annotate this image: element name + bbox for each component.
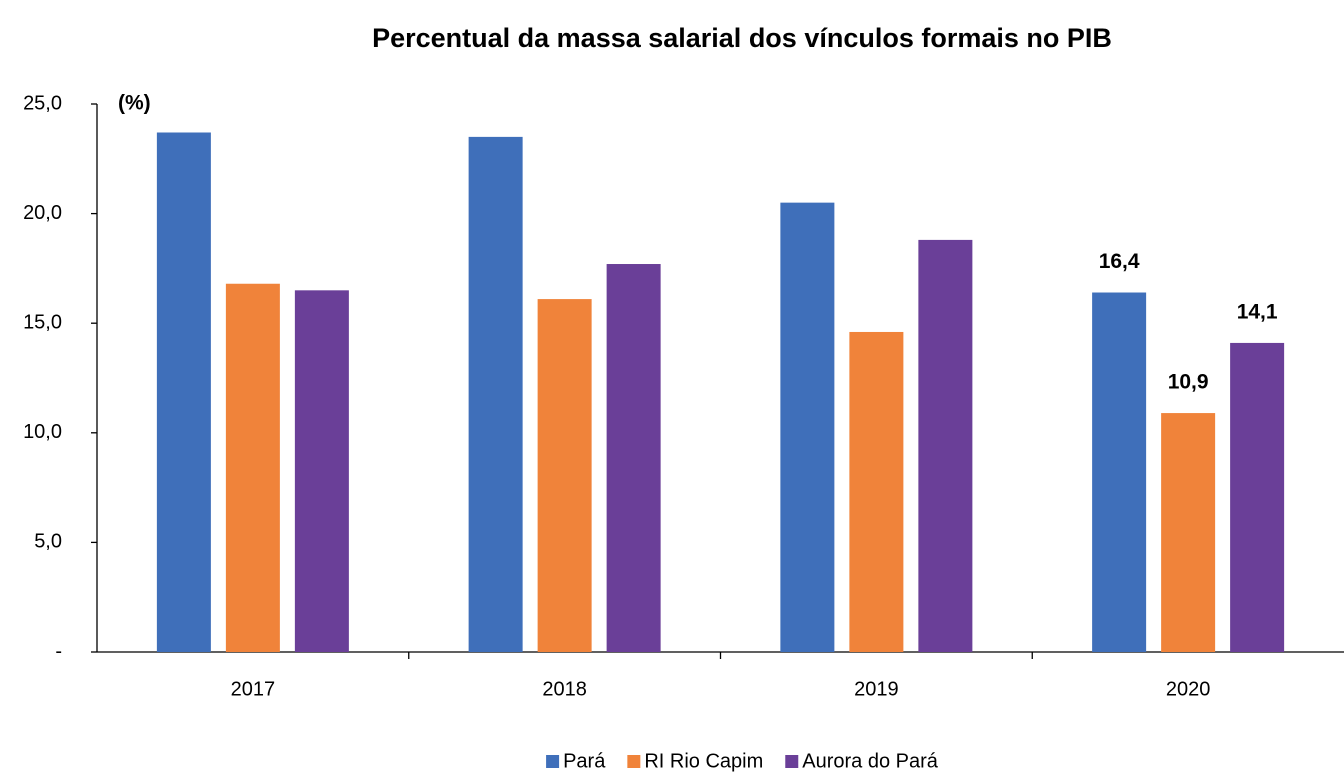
bar (1161, 413, 1216, 652)
bar (294, 290, 349, 652)
legend-label: Pará (563, 750, 606, 772)
legend-swatch (546, 755, 560, 768)
data-label: 16,4 (1099, 250, 1140, 273)
bar (606, 264, 661, 652)
y-tick-label: 10,0 (23, 421, 62, 443)
legend-item: Pará (546, 750, 606, 772)
legend-swatch (785, 755, 799, 768)
y-tick-label: 25,0 (23, 92, 62, 114)
x-tick-label: 2018 (542, 678, 587, 700)
bar (156, 132, 211, 653)
bar (537, 299, 592, 652)
chart-title: Percentual da massa salarial dos vínculo… (372, 23, 1112, 53)
y-tick-label: 15,0 (23, 311, 62, 333)
data-label: 14,1 (1237, 300, 1278, 323)
bar (1230, 342, 1285, 652)
bar (780, 202, 835, 652)
legend-item: Aurora do Pará (785, 750, 939, 772)
legend-item: RI Rio Capim (627, 750, 763, 772)
bar (1092, 292, 1147, 652)
y-tick-label: - (55, 640, 62, 662)
data-label: 10,9 (1168, 371, 1209, 394)
x-tick-label: 2020 (1166, 678, 1211, 700)
bar (225, 283, 280, 652)
x-tick-label: 2019 (854, 678, 899, 700)
x-tick-label: 2017 (231, 678, 276, 700)
y-unit-label: (%) (118, 92, 151, 115)
y-tick-label: 20,0 (23, 202, 62, 224)
legend-label: Aurora do Pará (802, 750, 939, 772)
bar (849, 331, 904, 652)
bar (918, 239, 973, 653)
legend-swatch (627, 755, 641, 768)
bar (468, 136, 523, 652)
legend-label: RI Rio Capim (644, 750, 763, 772)
y-tick-label: 5,0 (34, 531, 62, 553)
